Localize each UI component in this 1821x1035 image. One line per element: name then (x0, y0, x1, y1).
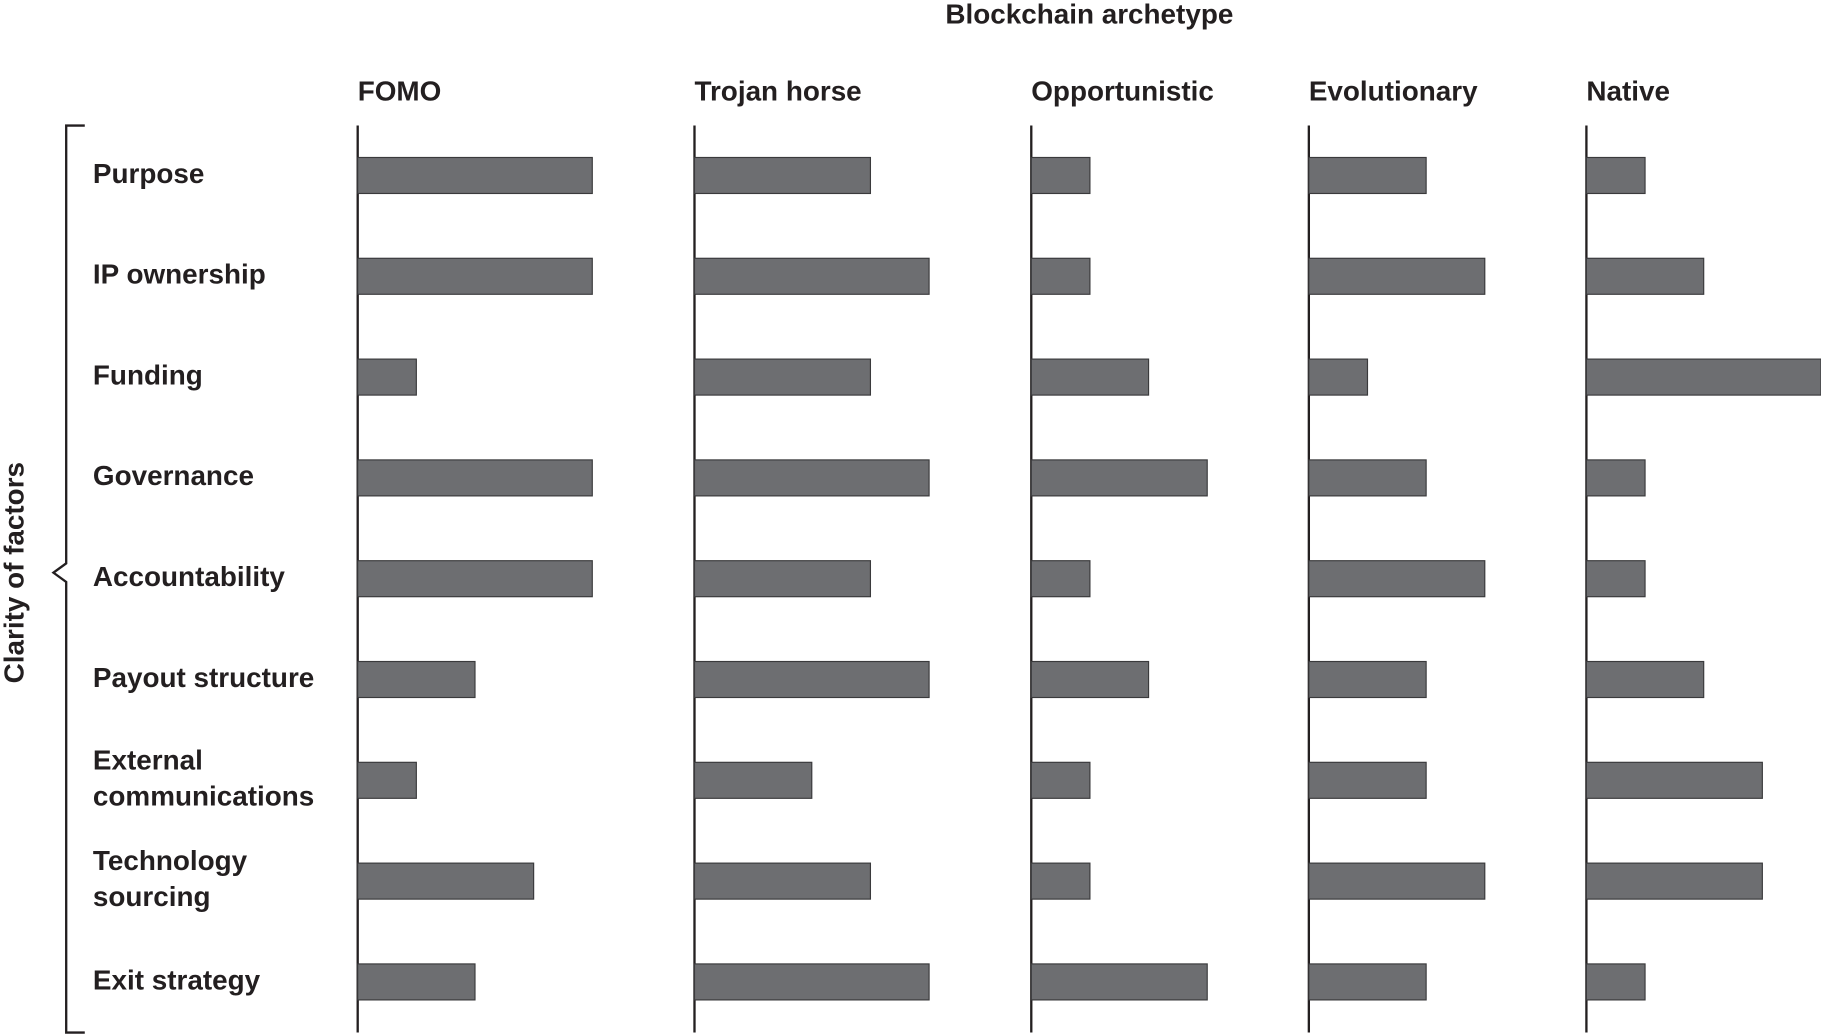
row-label: Purpose (93, 158, 204, 189)
column-header: Native (1586, 75, 1670, 106)
bar (1308, 156, 1427, 195)
column-header: Evolutionary (1309, 75, 1478, 106)
bar (1030, 560, 1091, 598)
bar (693, 257, 930, 295)
bar (693, 358, 872, 396)
row-label: Payout structure (93, 662, 314, 693)
bar (1308, 358, 1369, 396)
row-label: Exit strategy (93, 964, 261, 995)
column-header: Opportunistic (1031, 75, 1214, 106)
bar (693, 862, 872, 900)
bracket (51, 124, 85, 1034)
bar (1308, 963, 1427, 1001)
bar (1308, 761, 1427, 799)
bar (1030, 761, 1091, 799)
bar (357, 560, 593, 598)
bar (1308, 660, 1427, 699)
bar (693, 761, 813, 799)
bar (1585, 862, 1763, 900)
y-axis-label: Clarity of factors (0, 462, 30, 683)
bar (693, 560, 872, 598)
bar (1308, 257, 1486, 295)
bar (357, 963, 476, 1001)
row-label: Technology sourcing (93, 845, 248, 912)
bar (1030, 257, 1091, 295)
bar (1308, 862, 1486, 900)
row-label: Governance (93, 460, 254, 491)
bar (357, 358, 417, 396)
bar (1585, 761, 1763, 799)
bar (1585, 660, 1705, 699)
row-label: External communications (93, 745, 314, 812)
bar (357, 156, 593, 195)
bar (1030, 660, 1150, 699)
row-label: Accountability (93, 561, 285, 592)
bar (693, 963, 930, 1001)
bar (1030, 862, 1091, 900)
bar (1030, 963, 1208, 1001)
bar (1030, 459, 1208, 497)
bar (1585, 963, 1646, 1001)
bar (357, 459, 593, 497)
bar (1585, 560, 1646, 598)
bar (1308, 560, 1486, 598)
bar (357, 660, 476, 699)
column-header: FOMO (358, 75, 442, 106)
bar (357, 862, 535, 900)
bar (1585, 156, 1646, 195)
bar (1585, 358, 1821, 396)
bar (1308, 459, 1427, 497)
bar (357, 257, 593, 295)
bar (693, 660, 930, 699)
bar (693, 156, 872, 195)
row-label: Funding (93, 359, 203, 390)
row-label: IP ownership (93, 259, 266, 290)
column-header: Trojan horse (694, 75, 861, 106)
bar (1030, 358, 1150, 396)
bar (1585, 459, 1646, 497)
bar (357, 761, 417, 799)
chart-title: Blockchain archetype (945, 0, 1233, 30)
bar (1030, 156, 1091, 195)
bar (693, 459, 930, 497)
bar (1585, 257, 1705, 295)
